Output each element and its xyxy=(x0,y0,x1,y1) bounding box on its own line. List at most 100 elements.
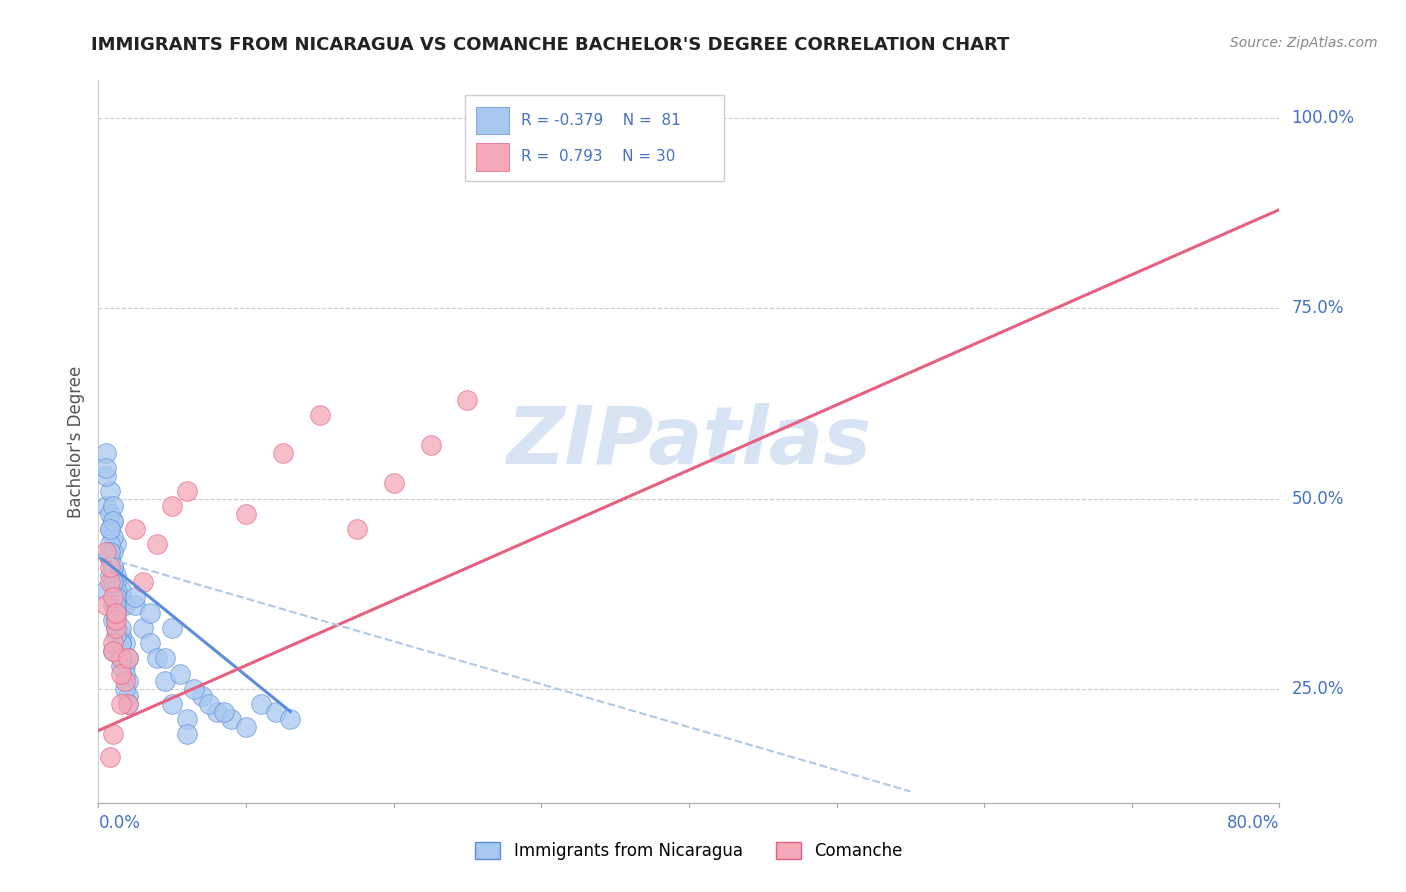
Point xyxy=(98,483,121,498)
Point xyxy=(110,697,132,711)
Point xyxy=(110,643,132,657)
Point xyxy=(103,727,125,741)
Point xyxy=(124,598,146,612)
Point xyxy=(169,666,191,681)
Point xyxy=(176,727,198,741)
Point xyxy=(105,591,128,605)
Point xyxy=(103,643,125,657)
Point xyxy=(103,560,125,574)
Point xyxy=(103,643,125,657)
Point xyxy=(183,681,205,696)
Point xyxy=(103,613,125,627)
Point xyxy=(114,666,136,681)
Point xyxy=(162,697,183,711)
Point xyxy=(103,515,125,529)
Point xyxy=(110,591,132,605)
Point xyxy=(124,591,146,605)
Point xyxy=(94,468,117,483)
Point xyxy=(132,621,155,635)
Text: 0.0%: 0.0% xyxy=(98,814,141,832)
Point xyxy=(103,636,125,650)
Text: 80.0%: 80.0% xyxy=(1227,814,1279,832)
Point xyxy=(114,598,136,612)
Point xyxy=(103,591,125,605)
Point xyxy=(110,621,132,635)
Point xyxy=(110,636,132,650)
Text: 75.0%: 75.0% xyxy=(1291,300,1344,318)
Point xyxy=(105,598,128,612)
Point xyxy=(98,552,121,566)
Point xyxy=(264,705,287,719)
Bar xyxy=(464,95,724,181)
Point xyxy=(98,507,121,521)
Point xyxy=(117,690,139,704)
Point xyxy=(117,674,139,689)
Point xyxy=(105,598,128,612)
Point xyxy=(103,560,125,574)
Text: 50.0%: 50.0% xyxy=(1291,490,1344,508)
Point xyxy=(117,651,139,665)
Point xyxy=(221,712,243,726)
Bar xyxy=(477,143,509,170)
Point xyxy=(105,606,128,620)
Point xyxy=(153,674,176,689)
Point xyxy=(98,522,121,536)
Point xyxy=(105,613,128,627)
Point xyxy=(114,674,136,689)
Point xyxy=(153,651,176,665)
Point xyxy=(103,575,125,590)
Point xyxy=(117,651,139,665)
Point xyxy=(457,392,479,407)
Text: ZIPatlas: ZIPatlas xyxy=(506,402,872,481)
Point xyxy=(105,606,128,620)
Text: R = -0.379    N =  81: R = -0.379 N = 81 xyxy=(522,113,681,128)
Point xyxy=(139,636,162,650)
Point xyxy=(110,651,132,665)
Point xyxy=(114,636,136,650)
Point xyxy=(117,697,139,711)
Point xyxy=(176,712,198,726)
Point xyxy=(198,697,221,711)
Text: IMMIGRANTS FROM NICARAGUA VS COMANCHE BACHELOR'S DEGREE CORRELATION CHART: IMMIGRANTS FROM NICARAGUA VS COMANCHE BA… xyxy=(91,36,1010,54)
Legend: Immigrants from Nicaragua, Comanche: Immigrants from Nicaragua, Comanche xyxy=(468,835,910,867)
Point xyxy=(103,560,125,574)
Bar xyxy=(477,107,509,135)
Point xyxy=(98,552,121,566)
Text: 25.0%: 25.0% xyxy=(1291,680,1344,698)
Point xyxy=(94,598,117,612)
Point xyxy=(98,560,121,574)
Text: R =  0.793    N = 30: R = 0.793 N = 30 xyxy=(522,149,676,164)
Point xyxy=(162,621,183,635)
Point xyxy=(235,507,257,521)
Text: Source: ZipAtlas.com: Source: ZipAtlas.com xyxy=(1230,36,1378,50)
Point xyxy=(110,659,132,673)
Text: 100.0%: 100.0% xyxy=(1291,110,1354,128)
Point xyxy=(110,666,132,681)
Point xyxy=(212,705,235,719)
Point xyxy=(309,408,332,422)
Point xyxy=(103,530,125,544)
Point xyxy=(146,537,169,551)
Point xyxy=(105,621,128,635)
Point xyxy=(114,681,136,696)
Point xyxy=(205,705,228,719)
Point xyxy=(103,575,125,590)
Point xyxy=(105,621,128,635)
Point xyxy=(139,606,162,620)
Point xyxy=(105,606,128,620)
Point xyxy=(105,567,128,582)
Point xyxy=(94,545,117,559)
Point xyxy=(114,659,136,673)
Point xyxy=(103,545,125,559)
Point xyxy=(132,575,155,590)
Point xyxy=(105,537,128,551)
Point xyxy=(382,476,405,491)
Point xyxy=(419,438,441,452)
Point xyxy=(124,522,146,536)
Point xyxy=(191,690,214,704)
Point xyxy=(94,499,117,513)
Point xyxy=(271,446,294,460)
Point xyxy=(98,750,121,764)
Point xyxy=(94,582,117,597)
Point xyxy=(250,697,273,711)
